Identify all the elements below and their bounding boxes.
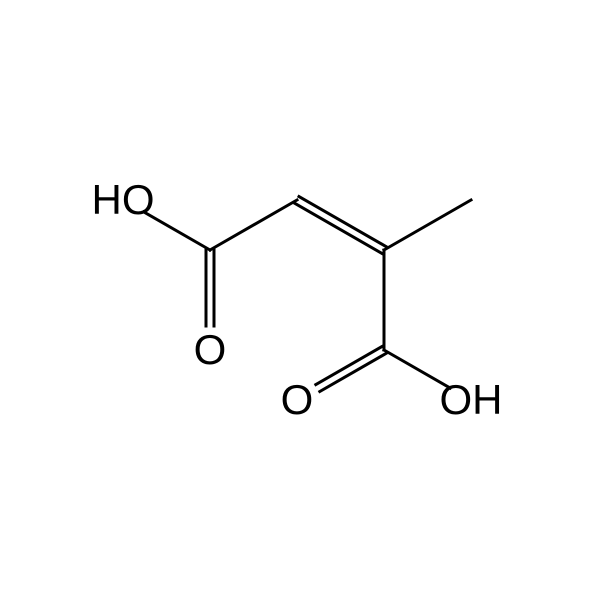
atom-label-OH_left: HO: [92, 179, 155, 221]
bond-layer: [0, 0, 600, 600]
atom-label-O_dbl_r: O: [281, 379, 314, 421]
atom-label-O_dbl_l: O: [194, 329, 227, 371]
bond-line: [295, 203, 382, 253]
bond-line: [210, 200, 297, 250]
molecule-diagram: HO O O OH: [0, 0, 600, 600]
atom-label-OH_right: OH: [440, 379, 503, 421]
bond-line: [316, 347, 382, 385]
bond-line: [384, 200, 471, 250]
bond-line: [299, 197, 386, 247]
bond-line: [320, 353, 386, 391]
